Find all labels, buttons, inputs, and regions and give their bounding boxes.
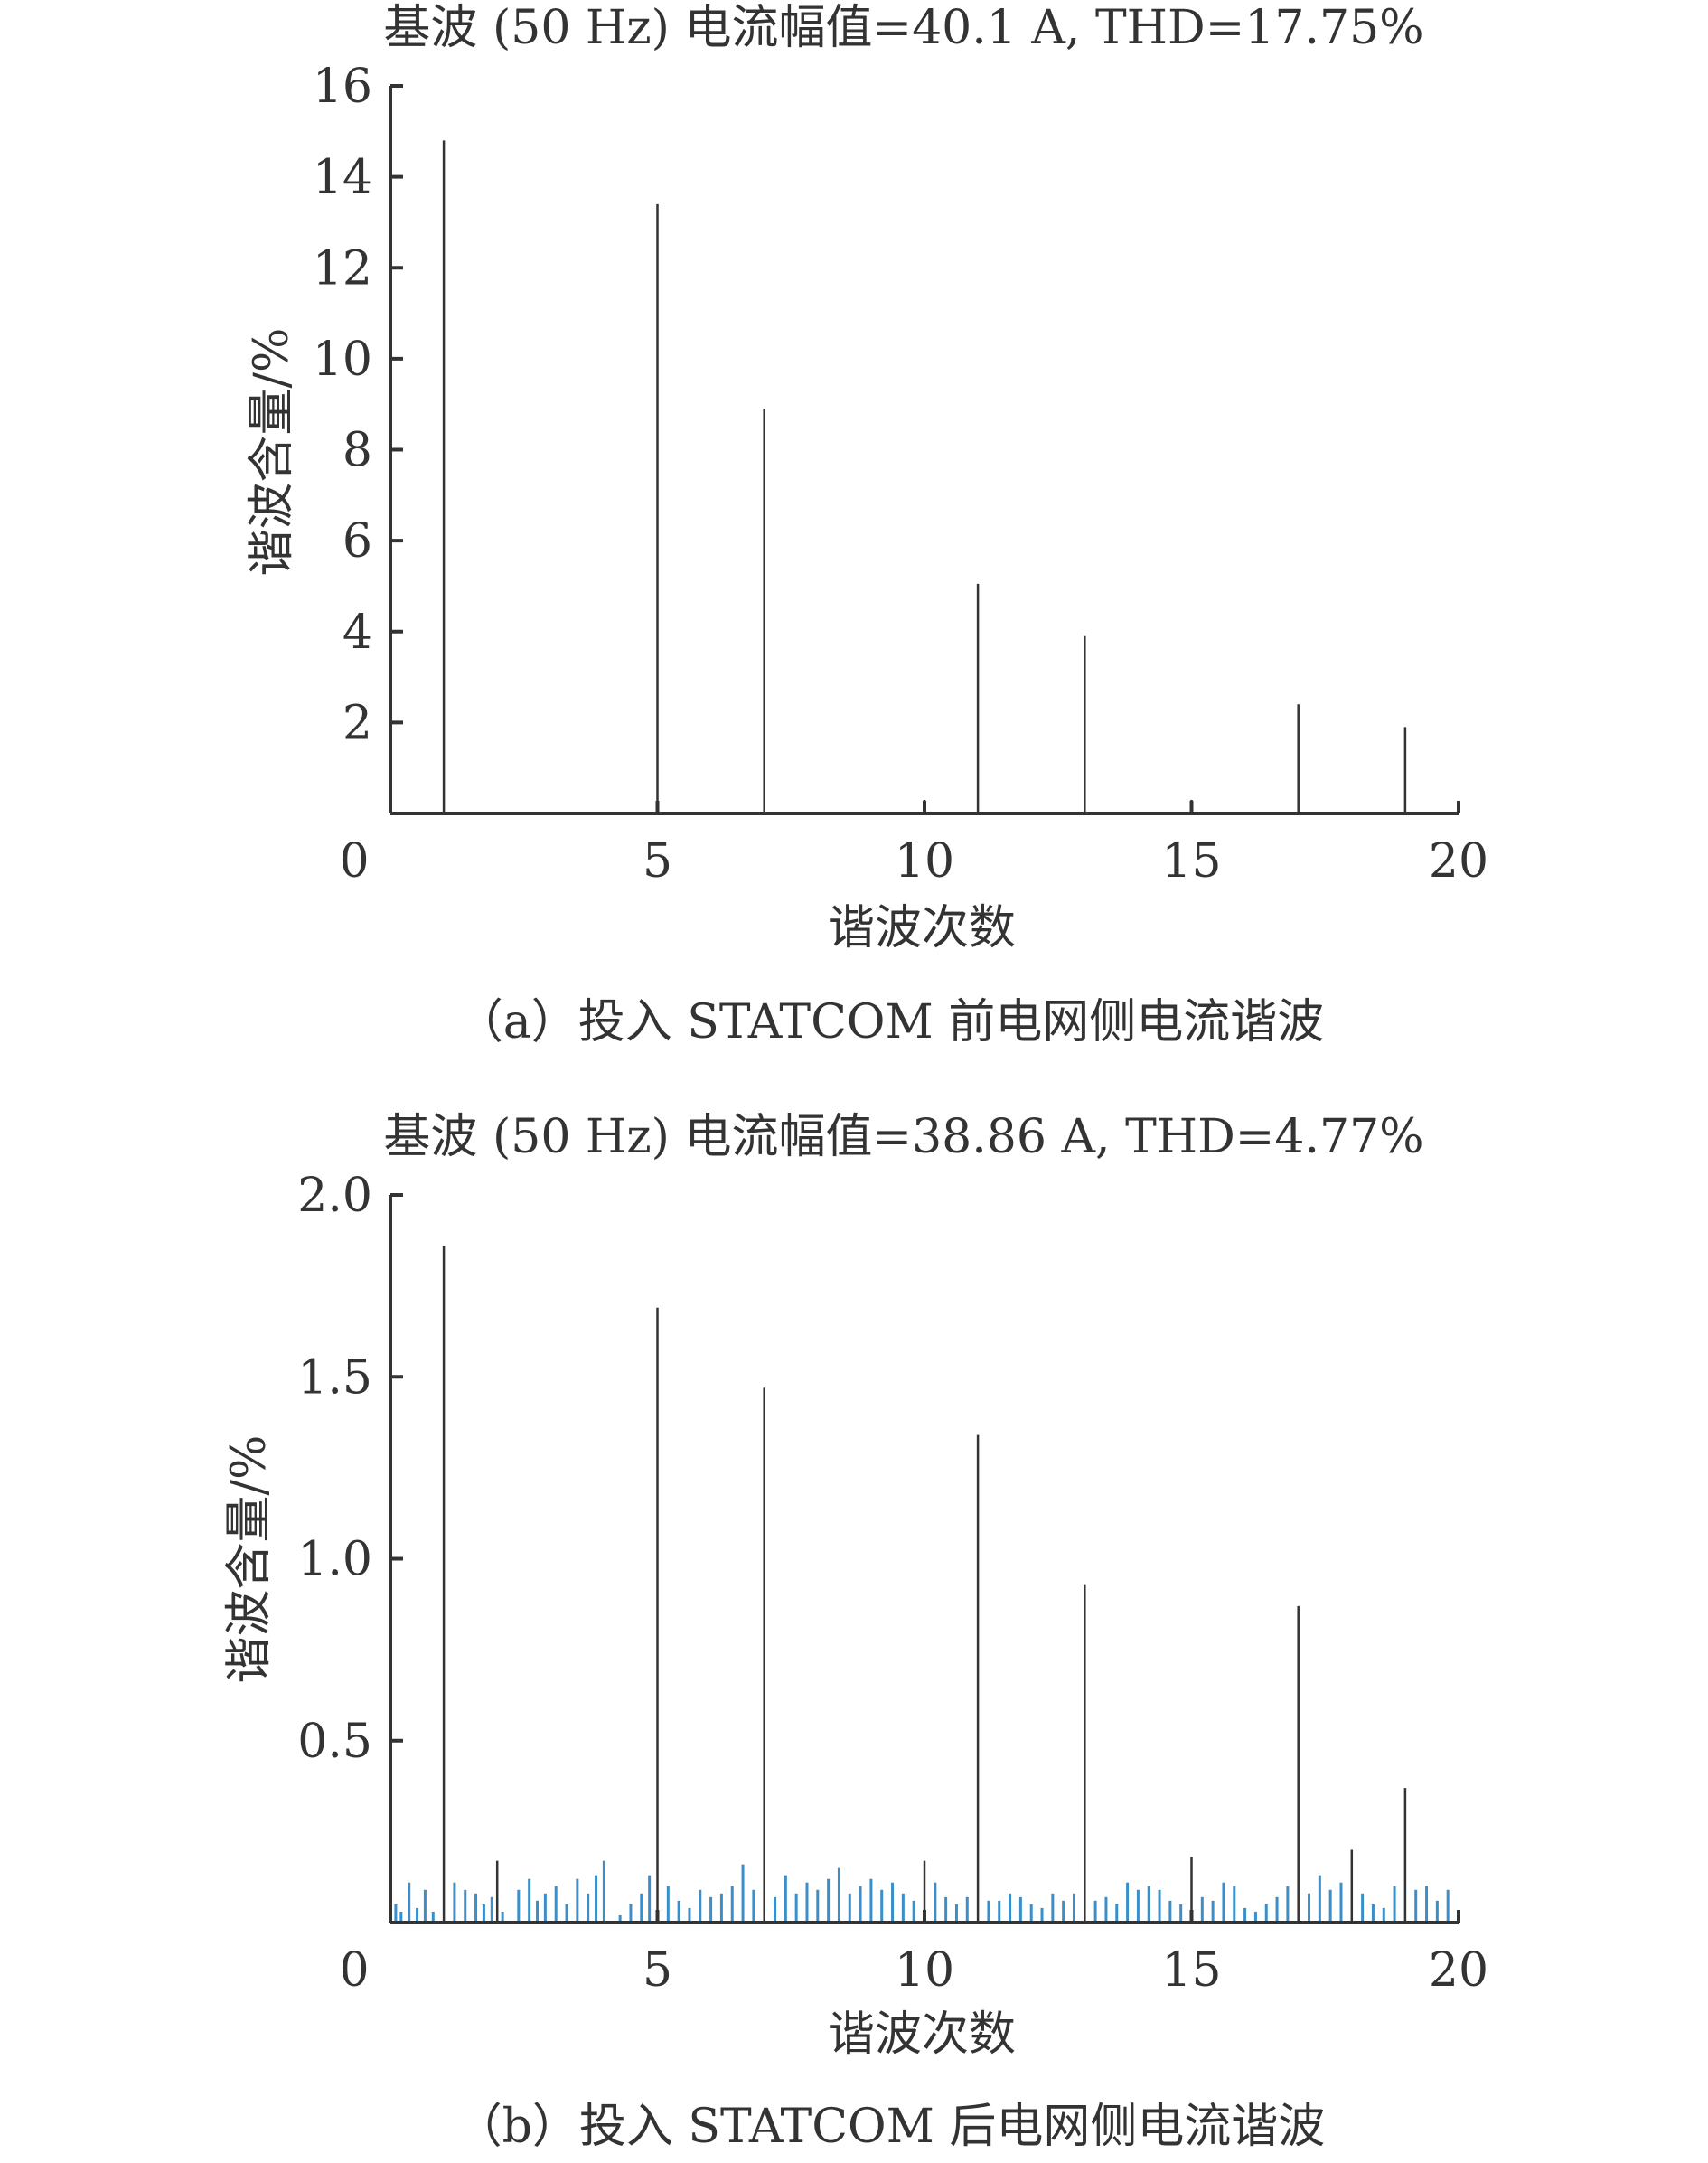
panel-a-caption: （a）投入 STATCOM 前电网侧电流谐波 bbox=[456, 995, 1325, 1049]
y-tick-label: 16 bbox=[313, 60, 372, 114]
x-tick-label: 0 bbox=[339, 834, 369, 889]
y-tick-label: 14 bbox=[313, 151, 372, 205]
panel-a-title: 基波 (50 Hz) 电流幅值=40.1 A, THD=17.75% bbox=[383, 1, 1423, 55]
panel-b-y-axis-label: 谐波含量/% bbox=[222, 1435, 277, 1684]
panel-a-x-axis-label: 谐波次数 bbox=[828, 901, 1016, 955]
x-tick-label: 10 bbox=[895, 834, 954, 889]
panel-a-y-axis-label: 谐波含量/% bbox=[245, 328, 299, 577]
y-tick-label: 2 bbox=[343, 696, 372, 750]
y-tick-label: 12 bbox=[313, 241, 372, 296]
y-tick-label: 8 bbox=[343, 424, 372, 478]
y-tick-label: 0.5 bbox=[297, 1715, 372, 1769]
y-tick-label: 4 bbox=[343, 606, 372, 660]
panel-b-x-axis-label: 谐波次数 bbox=[828, 2008, 1016, 2062]
x-tick-label: 5 bbox=[643, 834, 672, 889]
x-tick-label: 15 bbox=[1161, 834, 1221, 889]
x-tick-label: 20 bbox=[1429, 834, 1488, 889]
y-tick-label: 2.0 bbox=[297, 1169, 372, 1223]
panel-b-title: 基波 (50 Hz) 电流幅值=38.86 A, THD=4.77% bbox=[383, 1110, 1423, 1164]
x-tick-label: 20 bbox=[1429, 1943, 1488, 1998]
panel-b-caption: （b）投入 STATCOM 后电网侧电流谐波 bbox=[455, 2100, 1326, 2154]
x-tick-label: 10 bbox=[895, 1943, 954, 1998]
panel-b-y-ticks: 0.5 1.0 1.5 2.0 bbox=[297, 1169, 403, 1769]
y-tick-label: 10 bbox=[313, 333, 372, 387]
x-tick-label: 0 bbox=[339, 1943, 369, 1998]
panel-b-after-statcom: 基波 (50 Hz) 电流幅值=38.86 A, THD=4.77% 0.5 1.… bbox=[222, 1110, 1488, 2154]
panel-a-y-ticks: 2 4 6 8 10 12 14 16 bbox=[313, 60, 403, 750]
panel-a-x-ticks: 0 5 10 15 20 bbox=[339, 801, 1488, 889]
x-tick-label: 15 bbox=[1161, 1943, 1221, 1998]
panel-a-before-statcom: 基波 (50 Hz) 电流幅值=40.1 A, THD=17.75% 2 4 6 8 1… bbox=[245, 1, 1488, 1049]
y-tick-label: 1.5 bbox=[297, 1350, 372, 1405]
x-tick-label: 5 bbox=[643, 1943, 672, 1998]
panel-b-x-ticks: 0 5 10 15 20 bbox=[339, 1910, 1488, 1998]
y-tick-label: 6 bbox=[343, 514, 372, 569]
panel-a-bars bbox=[442, 140, 1407, 813]
y-tick-label: 1.0 bbox=[297, 1533, 372, 1587]
panel-b-bars bbox=[394, 1246, 1450, 1923]
